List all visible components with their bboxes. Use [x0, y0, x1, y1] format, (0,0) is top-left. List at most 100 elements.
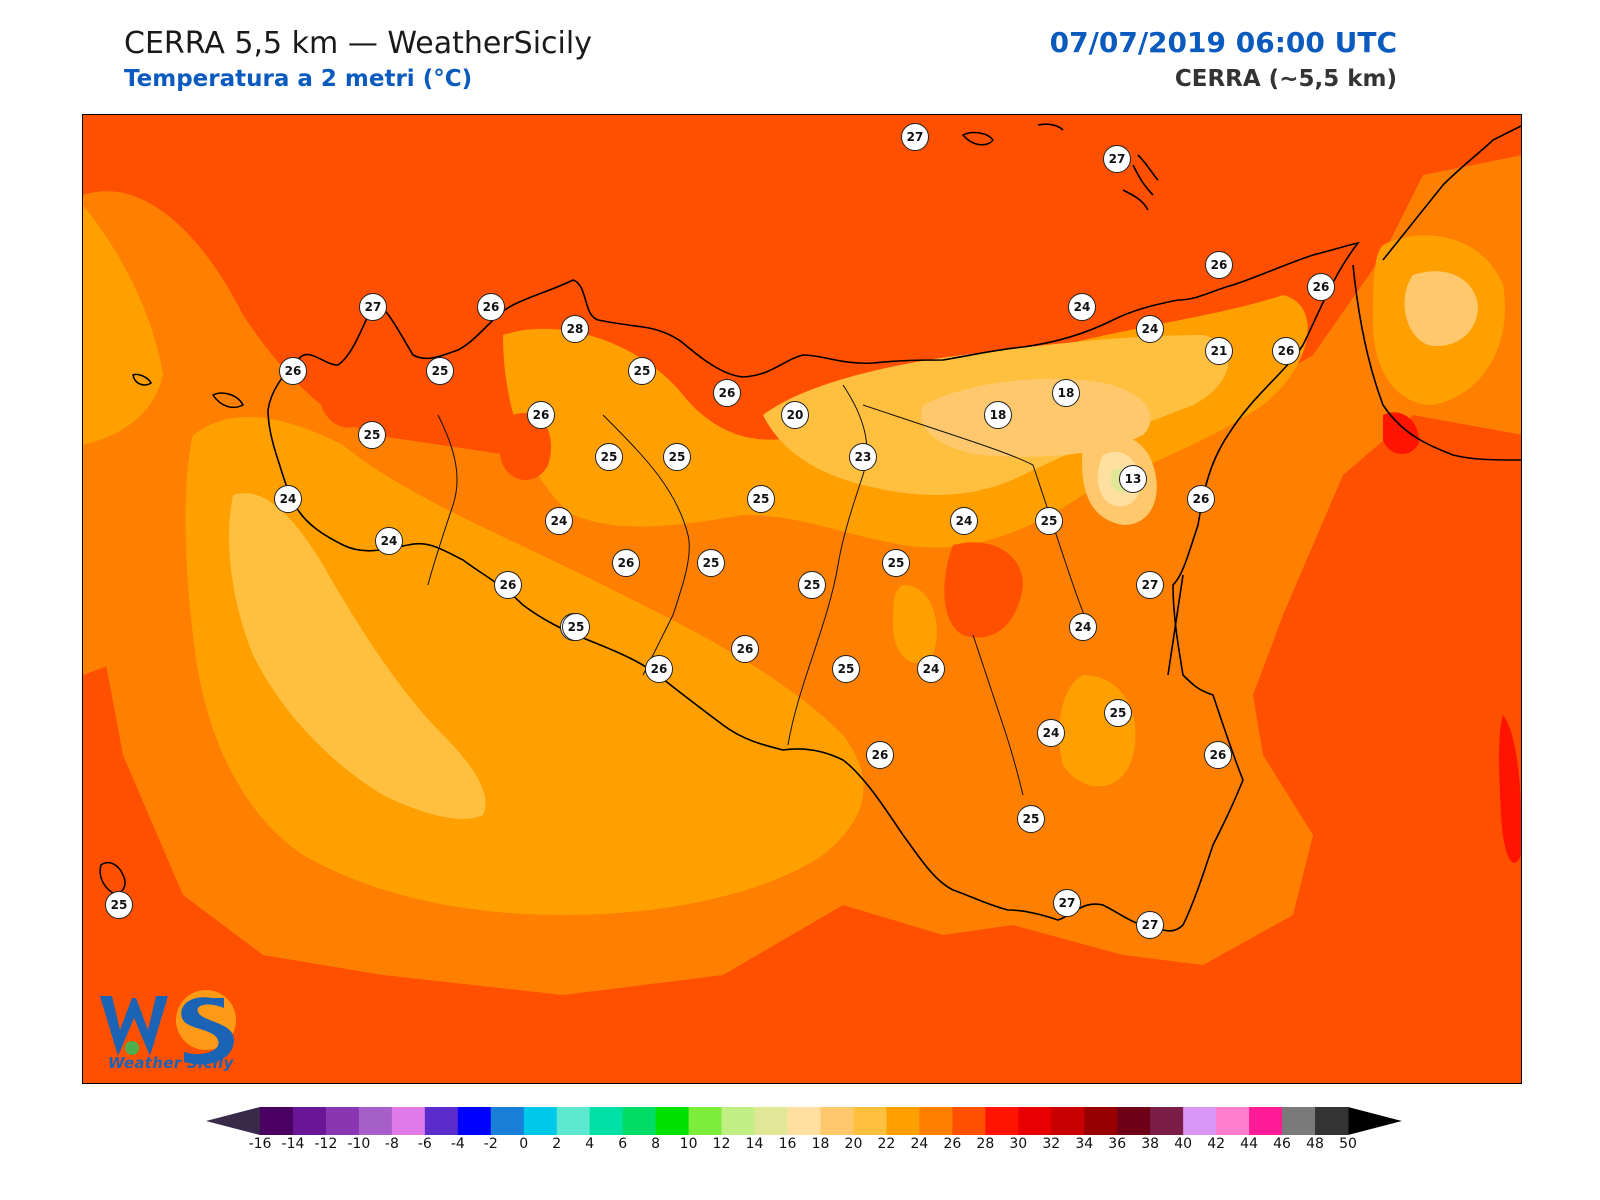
map-title: CERRA 5,5 km — WeatherSicily	[124, 26, 592, 61]
colorbar-segment	[655, 1107, 690, 1135]
colorbar-tick-label: 34	[1075, 1136, 1094, 1152]
colorbar-tick-label: 10	[679, 1136, 698, 1152]
colorbar-segment	[1150, 1107, 1184, 1135]
station-value: 20	[781, 401, 809, 429]
station-value: 26	[279, 357, 307, 385]
station-value: 23	[849, 443, 877, 471]
colorbar-segment	[589, 1107, 624, 1135]
station-value: 27	[1136, 911, 1164, 939]
colorbar-segment	[523, 1107, 558, 1135]
colorbar-segment	[358, 1107, 393, 1135]
station-value: 27	[1103, 145, 1131, 173]
colorbar-segment	[1084, 1107, 1118, 1135]
colorbar-segment	[820, 1107, 854, 1135]
station-value: 25	[798, 571, 826, 599]
colorbar-tick-label: 2	[552, 1136, 562, 1152]
station-value: 24	[1068, 293, 1096, 321]
colorbar-segment	[721, 1107, 756, 1135]
station-value: 24	[1136, 315, 1164, 343]
station-value: 21	[1205, 337, 1233, 365]
colorbar-tick-label: -10	[347, 1136, 371, 1152]
station-value: 24	[1037, 719, 1065, 747]
colorbar-under-arrow	[206, 1107, 260, 1135]
colorbar-segment	[886, 1107, 920, 1135]
station-value: 25	[595, 443, 623, 471]
station-value: 27	[901, 123, 929, 151]
temp-zone-22-24-sea	[185, 416, 864, 915]
colorbar-tick-label: 32	[1042, 1136, 1061, 1152]
station-value: 25	[628, 357, 656, 385]
colorbar-segment	[1249, 1107, 1283, 1135]
colorbar-tick-label: 36	[1108, 1136, 1127, 1152]
colorbar-tick-label: 24	[910, 1136, 929, 1152]
colorbar-tick-label: 42	[1207, 1136, 1226, 1152]
station-value: 26	[527, 401, 555, 429]
station-value: 25	[426, 357, 454, 385]
colorbar-segment	[1018, 1107, 1052, 1135]
station-value: 25	[882, 549, 910, 577]
colorbar-segment	[1183, 1107, 1217, 1135]
coastlines	[267, 123, 1521, 932]
colorbar-ticks: -16 -14 -12 -10 -8 -6 -4 -2 0 2 4 6 8 10 12 14 16 18 20 22 2…	[0, 1136, 1600, 1160]
colorbar-segment	[325, 1107, 360, 1135]
temperature-map: 27 27 26 26 27 26 28 26 24 24 25 25 21 26 20 18 18 25 26 26…	[82, 114, 1522, 1084]
colorbar-segment	[556, 1107, 591, 1135]
station-value: 25	[663, 443, 691, 471]
station-value: 18	[984, 401, 1012, 429]
colorbar-tick-label: 44	[1240, 1136, 1258, 1152]
colorbar-tick-label: 38	[1141, 1136, 1160, 1152]
station-value: 24	[950, 507, 978, 535]
model-name: CERRA (~5,5 km)	[1174, 66, 1397, 92]
colorbar-segment	[1051, 1107, 1085, 1135]
station-value: 18	[1052, 379, 1080, 407]
colorbar-tick-label: 28	[976, 1136, 995, 1152]
colorbar-tick-label: 22	[877, 1136, 896, 1152]
station-value: 24	[375, 527, 403, 555]
station-value: 26	[713, 379, 741, 407]
station-value: 26	[1187, 485, 1215, 513]
colorbar-segment	[1216, 1107, 1250, 1135]
colorbar-segment	[688, 1107, 723, 1135]
colorbar-tick-label: -16	[248, 1136, 272, 1152]
station-value: 26	[494, 571, 522, 599]
colorbar-tick-label: -12	[314, 1136, 338, 1152]
station-value: 26	[1204, 741, 1232, 769]
station-value: 25	[747, 485, 775, 513]
temperature-colorbar	[206, 1107, 1402, 1135]
hot-spot-calabria	[1383, 412, 1419, 455]
station-value: 25	[1035, 507, 1063, 535]
station-value: 24	[274, 485, 302, 513]
colorbar-segment	[985, 1107, 1019, 1135]
weathersicily-logo	[100, 990, 236, 1065]
colorbar-segment	[424, 1107, 459, 1135]
colorbar-tick-label: -4	[450, 1136, 465, 1152]
station-value: 27	[1053, 889, 1081, 917]
colorbar-tick-label: 50	[1339, 1136, 1357, 1152]
station-value: 13	[1119, 465, 1147, 493]
station-value: 26	[477, 293, 505, 321]
station-value: 25	[358, 421, 386, 449]
temp-zone-20-22-sea	[229, 493, 486, 819]
warm-spot-trapani	[317, 363, 369, 428]
colorbar-tick-label: 8	[651, 1136, 661, 1152]
station-value: 25	[832, 655, 860, 683]
colorbar-segment	[1117, 1107, 1151, 1135]
logo-caption: Weather Sicily	[108, 1054, 234, 1072]
colorbar-segment	[622, 1107, 657, 1135]
colorbar-segment	[1315, 1107, 1349, 1135]
colorbar-tick-label: 40	[1174, 1136, 1193, 1152]
colorbar-segment	[952, 1107, 986, 1135]
colorbar-tick-label: 14	[745, 1136, 764, 1152]
station-value: 26	[866, 741, 894, 769]
station-value: 24	[545, 507, 573, 535]
colorbar-segment	[1282, 1107, 1316, 1135]
colorbar-tick-label: 30	[1009, 1136, 1028, 1152]
station-value: 26	[1205, 251, 1233, 279]
warm-spot-palermo	[498, 413, 552, 480]
forecast-datetime: 07/07/2019 06:00 UTC	[1049, 26, 1397, 59]
station-value: 24	[917, 655, 945, 683]
colorbar-tick-label: 0	[519, 1136, 529, 1152]
colorbar-tick-label: 16	[778, 1136, 797, 1152]
islands	[99, 131, 994, 894]
station-value: 24	[1069, 613, 1097, 641]
